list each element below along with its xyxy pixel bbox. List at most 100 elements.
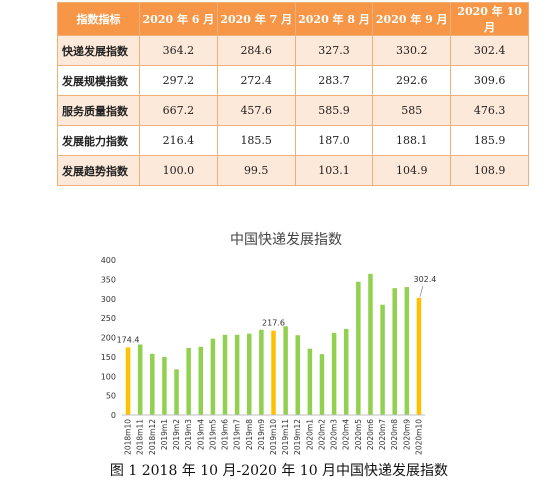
x-tick-label: 2019m10	[269, 419, 278, 455]
cell-value: 108.9	[450, 155, 529, 186]
cell-value: 99.5	[216, 155, 296, 186]
x-tick-label: 2019m2	[172, 419, 181, 450]
x-tick-label: 2019m11	[281, 419, 290, 455]
cell-value: 185.9	[450, 125, 529, 156]
x-tick-label: 2019m8	[245, 419, 254, 450]
bar	[307, 348, 313, 415]
cell-value: 364.2	[139, 35, 218, 66]
cell-value: 284.6	[216, 35, 296, 66]
bar	[259, 329, 264, 415]
bar	[162, 356, 167, 415]
x-tick-label: 2019m3	[184, 419, 193, 450]
express-index-chart: 中国快递发展指数 0 50 100 150 200 250 300 350 400 174.4 2…	[101, 232, 437, 455]
table-header-row: 指数指标 2020 年 6 月 2020 年 7 月 2020 年 8 月 20…	[57, 2, 529, 36]
y-tick-label: 400	[101, 256, 116, 265]
bar	[356, 281, 361, 415]
bar	[137, 344, 143, 415]
bar	[198, 346, 204, 415]
bar	[295, 335, 300, 415]
y-tick-label: 250	[101, 314, 116, 323]
bar-series	[125, 273, 422, 415]
bar	[234, 334, 240, 415]
bar	[174, 369, 179, 415]
y-tick-label: 150	[101, 353, 116, 362]
header-2020-09: 2020 年 9 月	[372, 2, 452, 36]
figure-caption: 图 1 2018 年 10 月-2020 年 10 月中国快递发展指数	[109, 463, 449, 479]
table-row: 快递发展指数 364.2 284.6 327.3 330.2 302.4	[57, 35, 529, 66]
x-tick-label: 2019m7	[233, 419, 242, 450]
chart-title: 中国快递发展指数	[230, 232, 342, 248]
cell-value: 272.4	[216, 65, 296, 96]
x-tick-label: 2020m10	[414, 419, 423, 455]
header-2020-08: 2020 年 8 月	[294, 2, 374, 36]
x-tick-label: 2020m7	[378, 419, 387, 450]
x-tick-label: 2020m6	[366, 419, 375, 450]
table-row: 服务质量指数 667.2 457.6 585.9 585 476.3	[57, 95, 529, 126]
bar	[186, 347, 191, 415]
cell-value: 330.2	[372, 35, 452, 66]
cell-value: 187.0	[294, 125, 374, 156]
row-label: 快递发展指数	[57, 35, 140, 66]
bar-highlighted	[271, 330, 276, 415]
cell-value: 667.2	[139, 95, 218, 126]
y-tick-label: 200	[101, 334, 116, 343]
row-label: 发展规模指数	[57, 65, 140, 96]
x-tick-label: 2019m6	[221, 419, 230, 450]
x-tick-label: 2018m11	[136, 419, 145, 455]
header-2020-07: 2020 年 7 月	[216, 2, 296, 36]
cell-value: 585	[372, 95, 452, 126]
table-row: 发展趋势指数 100.0 99.5 103.1 104.9 108.9	[57, 155, 529, 186]
bar-highlighted	[416, 297, 422, 415]
x-axis: 2018m10 2018m11 2018m12 2019m1 2019m2 2019m3 2…	[122, 414, 425, 455]
cell-value: 103.1	[294, 155, 374, 186]
x-tick-label: 2020m3	[330, 419, 339, 450]
row-label: 服务质量指数	[57, 95, 140, 126]
cell-value: 185.5	[216, 125, 296, 156]
x-tick-label: 2018m12	[148, 419, 157, 455]
y-tick-label: 300	[101, 295, 116, 304]
bar-highlighted	[125, 347, 131, 415]
bar	[222, 334, 228, 415]
cell-value: 309.6	[450, 65, 529, 96]
cell-value: 100.0	[139, 155, 218, 186]
x-tick-label: 2019m12	[293, 419, 302, 455]
cell-value: 476.3	[450, 95, 529, 126]
x-tick-label: 2020m9	[402, 419, 411, 450]
cell-value: 327.3	[294, 35, 374, 66]
cell-value: 104.9	[372, 155, 452, 186]
cell-value: 216.4	[139, 125, 218, 156]
cell-value: 457.6	[216, 95, 296, 126]
cell-value: 297.2	[139, 65, 218, 96]
cell-value: 585.9	[294, 95, 374, 126]
bar	[404, 287, 410, 415]
y-axis: 0 50 100 150 200 250 300 350 400	[101, 256, 116, 420]
bar	[331, 332, 337, 415]
x-tick-label: 2020m2	[317, 419, 326, 450]
index-table: 指数指标 2020 年 6 月 2020 年 7 月 2020 年 8 月 20…	[57, 2, 529, 186]
header-2020-06: 2020 年 6 月	[139, 2, 218, 36]
data-label: 174.4	[117, 335, 140, 344]
bar	[210, 338, 216, 415]
cell-value: 188.1	[372, 125, 452, 156]
bar	[247, 333, 252, 415]
x-tick-label: 2020m5	[354, 419, 363, 450]
bar	[368, 273, 373, 415]
x-tick-label: 2019m1	[160, 419, 169, 450]
data-label: 217.6	[262, 319, 285, 328]
x-tick-label: 2020m4	[342, 419, 351, 450]
row-label: 发展趋势指数	[57, 155, 140, 186]
bar	[283, 326, 288, 415]
header-2020-10: 2020 年 10 月	[450, 2, 529, 36]
x-tick-label: 2019m9	[257, 419, 266, 450]
x-tick-label: 2018m10	[124, 419, 133, 455]
bar	[319, 354, 325, 415]
data-label-leader	[419, 285, 424, 297]
y-tick-label: 100	[101, 372, 116, 381]
y-tick-label: 350	[101, 275, 116, 284]
bar	[392, 288, 397, 415]
row-label: 发展能力指数	[57, 125, 140, 156]
data-labels: 174.4 217.6 302.4	[117, 275, 437, 345]
x-tick-label: 2020m1	[305, 419, 314, 450]
bar	[150, 353, 155, 415]
y-tick-label: 0	[111, 411, 116, 420]
